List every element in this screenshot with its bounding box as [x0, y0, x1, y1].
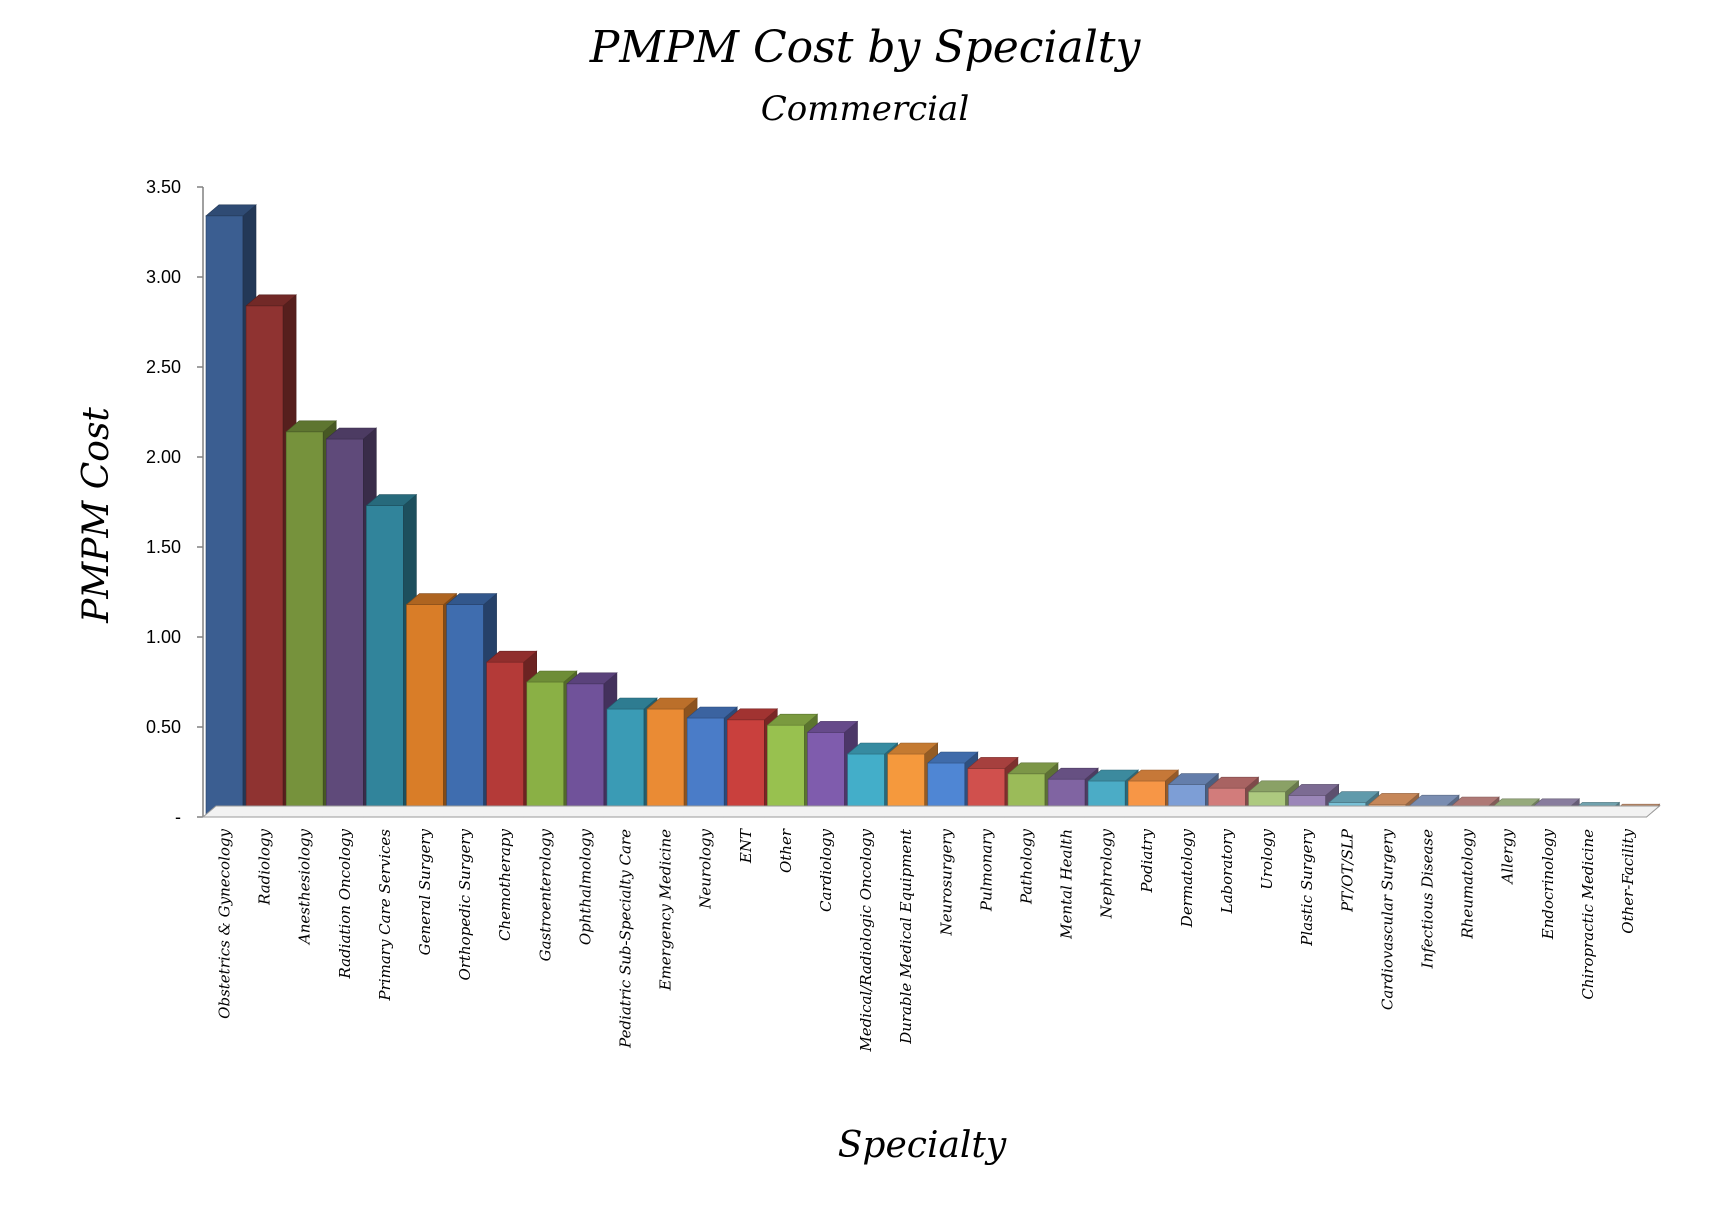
bar-top [1127, 769, 1180, 782]
x-tick-label: Chiropractic Medicine [1579, 829, 1597, 1000]
bar-top [1368, 793, 1420, 805]
bar-top [1327, 791, 1380, 803]
bar-top [766, 713, 819, 726]
y-axis-title: PMPM Cost [76, 407, 117, 624]
x-tick-label: Cardiovascular Surgery [1378, 828, 1396, 1010]
x-tick-label: Medical/Radiologic Oncology [857, 828, 875, 1052]
x-tick-label: Other-Facility [1619, 828, 1637, 933]
bar-front [606, 708, 645, 818]
x-tick-label: Neurosurgery [937, 828, 955, 936]
bar-top [846, 742, 899, 755]
x-tick-label: Other [777, 828, 795, 873]
x-tick-label: ENT [737, 828, 755, 864]
x-tick-label: Chemotherapy [496, 828, 514, 941]
y-tick-label: 3.00 [146, 267, 181, 287]
bar-top [205, 204, 257, 217]
bar-front [566, 683, 605, 818]
bar-top [365, 494, 418, 506]
x-tick-label: Pulmonary [977, 828, 995, 912]
x-tick-label: Pathology [1018, 828, 1036, 905]
chart-title: PMPM Cost by Specialty [589, 22, 1142, 73]
bar-top [967, 757, 1019, 769]
bar-top [445, 593, 498, 605]
x-tick-label: Podiatry [1138, 828, 1156, 893]
x-tick-label: Endocrinology [1539, 828, 1557, 940]
bar-top [806, 721, 859, 733]
x-tick-label: Neurology [697, 828, 715, 909]
x-tick-label: PT/OT/SLP [1338, 828, 1356, 913]
bar-front [245, 305, 284, 818]
bar-front [767, 724, 805, 818]
bar-top [886, 742, 939, 755]
bar-front [646, 708, 685, 818]
bar-top [1087, 769, 1140, 782]
bar-top [1287, 784, 1340, 796]
x-tick-label: Pediatric Sub-Specialty Care [617, 829, 635, 1049]
y-axis: - 0.50 1.00 1.50 2.00 2.50 3.00 3.50 [146, 177, 204, 827]
bar-front [205, 215, 244, 818]
x-tick-label: Laboratory [1218, 828, 1236, 914]
x-tick-label: Primary Care Services [376, 829, 394, 1002]
bar-front [325, 438, 364, 818]
bar-top [485, 650, 538, 663]
bar-front [726, 719, 765, 818]
bar-front [446, 604, 484, 818]
bar-top [1047, 767, 1099, 780]
x-tick-label: Durable Medical Equipment [897, 828, 915, 1045]
bar-top [245, 294, 297, 307]
bar-front [406, 604, 444, 818]
bar-front [526, 681, 565, 818]
bar-top [1247, 780, 1300, 793]
y-tick-label: 2.50 [146, 357, 181, 377]
bar-front [686, 717, 725, 818]
y-tick-label: - [175, 807, 181, 827]
x-tick-label: Dermatology [1178, 828, 1196, 928]
x-tick-label: Infectious Disease [1419, 829, 1437, 969]
bar-top [686, 706, 739, 719]
x-tick-label: Emergency Medicine [657, 829, 675, 991]
x-tick-label: Nephrology [1098, 828, 1116, 919]
bar-top [525, 670, 578, 683]
bar-top [285, 420, 338, 433]
x-tick-label: Radiation Oncology [336, 828, 354, 979]
bar-top [1167, 773, 1220, 785]
y-tick-label: 2.00 [146, 447, 181, 467]
x-tick-label: Mental Health [1058, 829, 1076, 940]
x-tick-label: Anesthesiology [296, 828, 314, 946]
bar-top [566, 672, 618, 685]
bar-top [1007, 762, 1059, 775]
x-tick-label: Urology [1258, 828, 1276, 889]
x-tick-label: Plastic Surgery [1298, 828, 1316, 946]
y-tick-label: 3.50 [146, 177, 181, 197]
bar-top [926, 751, 979, 764]
x-tick-label: General Surgery [416, 828, 434, 955]
bar-top [606, 697, 658, 710]
bar-front [366, 505, 404, 818]
bars-group [205, 204, 1661, 818]
bar-front [285, 431, 324, 818]
bar-top [726, 708, 779, 721]
x-axis: Obstetrics & Gynecology Radiology Anesthes… [201, 805, 1661, 1053]
x-tick-label: Radiology [256, 828, 274, 905]
bar-top [646, 697, 698, 710]
x-tick-label: Obstetrics & Gynecology [216, 828, 234, 1018]
bar-top [1207, 776, 1260, 789]
x-tick-label: Allergy [1499, 828, 1517, 885]
bar-top [325, 427, 378, 440]
x-tick-label: Rheumatology [1459, 828, 1477, 939]
bar-front [486, 661, 525, 818]
x-tick-label: Cardiology [817, 828, 835, 911]
x-tick-label: Ophthalmology [576, 828, 594, 945]
bar-top [405, 593, 458, 605]
y-tick-label: 1.50 [146, 537, 181, 557]
x-tick-label: Orthopedic Surgery [456, 828, 474, 980]
chart-subtitle: Commercial [761, 89, 969, 129]
y-tick-label: 0.50 [146, 717, 181, 737]
x-tick-label: Gastroenterology [536, 828, 554, 961]
x-axis-floor [201, 805, 1661, 818]
y-tick-label: 1.00 [146, 627, 181, 647]
x-axis-title: Specialty [838, 1125, 1007, 1166]
bar-front [807, 732, 845, 818]
